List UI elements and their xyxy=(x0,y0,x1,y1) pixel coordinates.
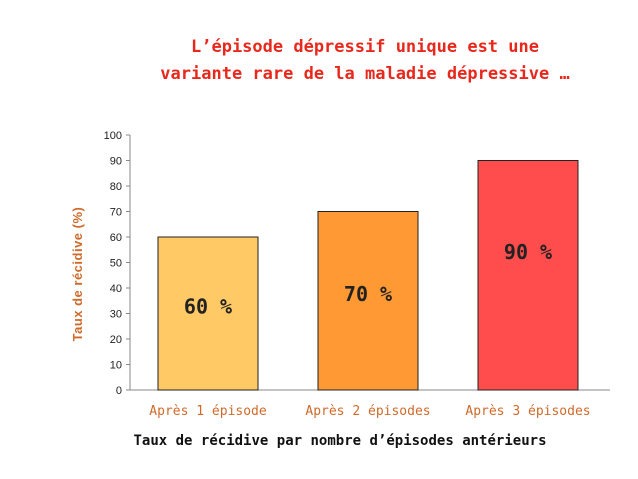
labels: 60 % Après 1 épisode 70 % Après 2 épisodes 9… xyxy=(149,240,590,419)
data-label: 90 % xyxy=(504,240,552,264)
y-tick-label: 10 xyxy=(110,360,122,372)
y-tick-label: 30 xyxy=(110,309,122,321)
y-tick-label: 70 xyxy=(110,207,122,219)
y-tick-label: 50 xyxy=(110,258,122,270)
data-label: 60 % xyxy=(184,295,232,319)
chart-title-line-2: variante rare de la maladie dépressive … xyxy=(160,64,570,84)
chart-title-line-1: L’épisode dépressif unique est une xyxy=(191,37,539,57)
y-tick-label: 40 xyxy=(110,283,122,295)
y-tick-label: 80 xyxy=(110,181,122,193)
bar xyxy=(317,211,419,391)
chart-title: L’épisode dépressif unique est une varia… xyxy=(120,34,610,88)
data-label: 70 % xyxy=(344,282,392,306)
bar xyxy=(157,236,259,391)
bars xyxy=(157,160,579,391)
y-tick-label: 20 xyxy=(110,334,122,346)
y-tick-label: 0 xyxy=(116,385,122,397)
x-tick-label: Après 1 épisode xyxy=(149,404,267,419)
y-axis-label: Taux de récidive (%) xyxy=(70,207,85,342)
bar xyxy=(477,160,579,391)
y-tick-label: 90 xyxy=(110,156,122,168)
y-tick-label: 100 xyxy=(104,130,122,142)
x-tick-label: Après 3 épisodes xyxy=(465,404,590,419)
x-axis-label: Taux de récidive par nombre d’épisodes a… xyxy=(133,433,546,449)
x-tick-label: Après 2 épisodes xyxy=(305,404,430,419)
y-tick-label: 60 xyxy=(110,232,122,244)
